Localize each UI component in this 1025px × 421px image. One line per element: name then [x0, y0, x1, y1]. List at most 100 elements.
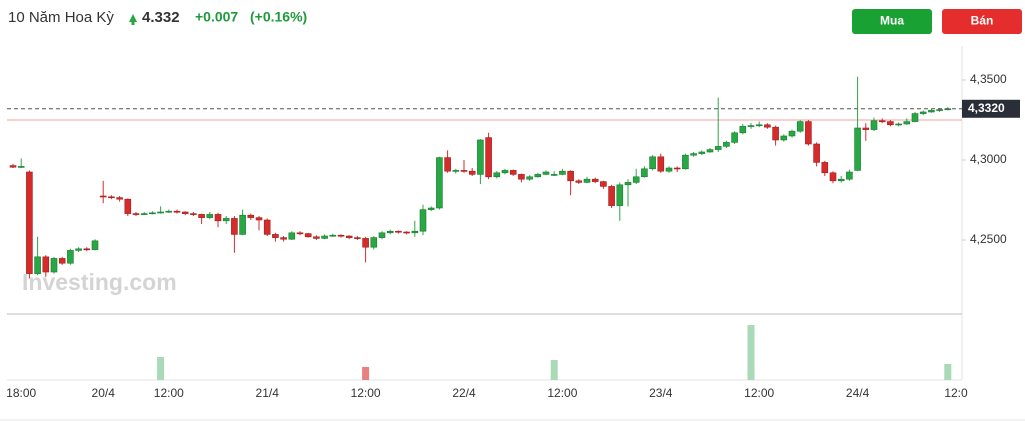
y-tick-label: 4,3500	[970, 72, 1007, 86]
candle-body	[796, 121, 804, 132]
candle-body	[173, 210, 181, 213]
x-tick-label: 21/4	[256, 386, 280, 400]
candle-body	[403, 231, 410, 234]
candle-body	[50, 258, 58, 273]
candle-body	[26, 171, 33, 274]
candle-body	[132, 213, 140, 215]
candle-body	[34, 256, 41, 274]
candle-body	[682, 154, 689, 170]
sell-button[interactable]	[942, 9, 1022, 34]
candle-body	[673, 167, 681, 170]
x-tick-label: 18:00	[6, 386, 36, 400]
buy-button[interactable]	[852, 9, 932, 34]
candle-body	[911, 113, 919, 122]
up-arrow	[129, 14, 137, 25]
y-tick-label: 4,3000	[970, 152, 1007, 166]
candle-body	[534, 174, 542, 178]
candle-body	[313, 236, 320, 239]
candle-body	[231, 218, 238, 235]
candle-body	[723, 142, 730, 147]
candle-body	[17, 166, 25, 168]
candle-body	[460, 170, 468, 172]
candle-body	[698, 151, 706, 154]
candle-body	[632, 176, 640, 183]
candle-body	[624, 182, 632, 186]
candle-body	[124, 198, 132, 214]
candle-body	[83, 248, 91, 251]
candle-body	[280, 237, 287, 240]
candle-body	[67, 250, 74, 264]
candle-body	[936, 109, 943, 111]
candle-body	[444, 157, 451, 172]
x-tick-label: 24/4	[846, 386, 870, 400]
candle-body	[690, 153, 697, 156]
price-change-percent: (+0.16%)	[250, 9, 307, 25]
candle-body	[165, 210, 173, 213]
candle-body	[846, 171, 853, 180]
candle-body	[419, 209, 427, 232]
candle-body	[780, 135, 788, 141]
candle-body	[108, 196, 115, 199]
x-tick-label: 22/4	[452, 386, 476, 400]
candle-body	[706, 149, 714, 153]
candle-body	[181, 211, 189, 214]
y-tick-label: 4,2500	[970, 232, 1007, 246]
candle-body	[714, 146, 722, 150]
candle-body	[895, 123, 902, 126]
candle-body	[747, 125, 755, 127]
candle-body	[477, 139, 484, 175]
candle-body	[616, 184, 624, 206]
candle-body	[813, 143, 820, 163]
candle-body	[99, 195, 107, 198]
candle-body	[559, 170, 566, 175]
candle-body	[854, 127, 861, 171]
candle-body	[272, 234, 279, 238]
candle-body	[288, 232, 296, 240]
x-tick-label: 12:00	[154, 386, 184, 400]
candle-body	[91, 240, 99, 250]
candle-body	[518, 174, 525, 180]
candle-body	[821, 162, 829, 174]
candle-body	[878, 120, 886, 123]
candle-body	[452, 170, 460, 172]
candle-body	[542, 171, 550, 175]
candle-body	[870, 120, 878, 130]
candle-body	[386, 230, 394, 234]
candle-body	[9, 165, 17, 168]
x-tick-label: 12:00	[744, 386, 774, 400]
candle-body	[731, 132, 738, 143]
candle-body	[190, 213, 197, 215]
x-tick-label: 23/4	[649, 386, 673, 400]
candle-body	[296, 232, 304, 235]
candle-body	[788, 130, 796, 137]
candle-body	[509, 170, 517, 175]
candle-body	[829, 172, 837, 182]
candle-body	[354, 237, 361, 239]
candle-body	[764, 124, 771, 128]
candle-body	[263, 219, 271, 235]
watermark: Investing.com	[22, 269, 177, 295]
last-price-label: 4,3320	[968, 101, 1005, 115]
candle-body	[436, 157, 443, 209]
volume-bar	[362, 367, 370, 380]
candle-body	[485, 137, 492, 178]
candle-body	[919, 111, 927, 114]
candle-body	[468, 170, 476, 175]
candle-body	[198, 214, 205, 218]
sell-button-label[interactable]: Bán	[971, 14, 994, 28]
candle-body	[42, 256, 50, 273]
candle-body	[58, 258, 66, 264]
candle-body	[370, 237, 378, 248]
candle-body	[149, 212, 156, 215]
candle-body	[575, 180, 583, 183]
candle-body	[427, 207, 435, 210]
volume-bar	[747, 325, 755, 380]
candle-body	[321, 235, 328, 239]
buy-button-label[interactable]: Mua	[880, 14, 904, 28]
candle-body	[837, 178, 845, 182]
candle-body	[206, 214, 214, 218]
candle-body	[239, 214, 246, 235]
volume-bar	[157, 357, 165, 380]
candle-body	[222, 218, 230, 222]
